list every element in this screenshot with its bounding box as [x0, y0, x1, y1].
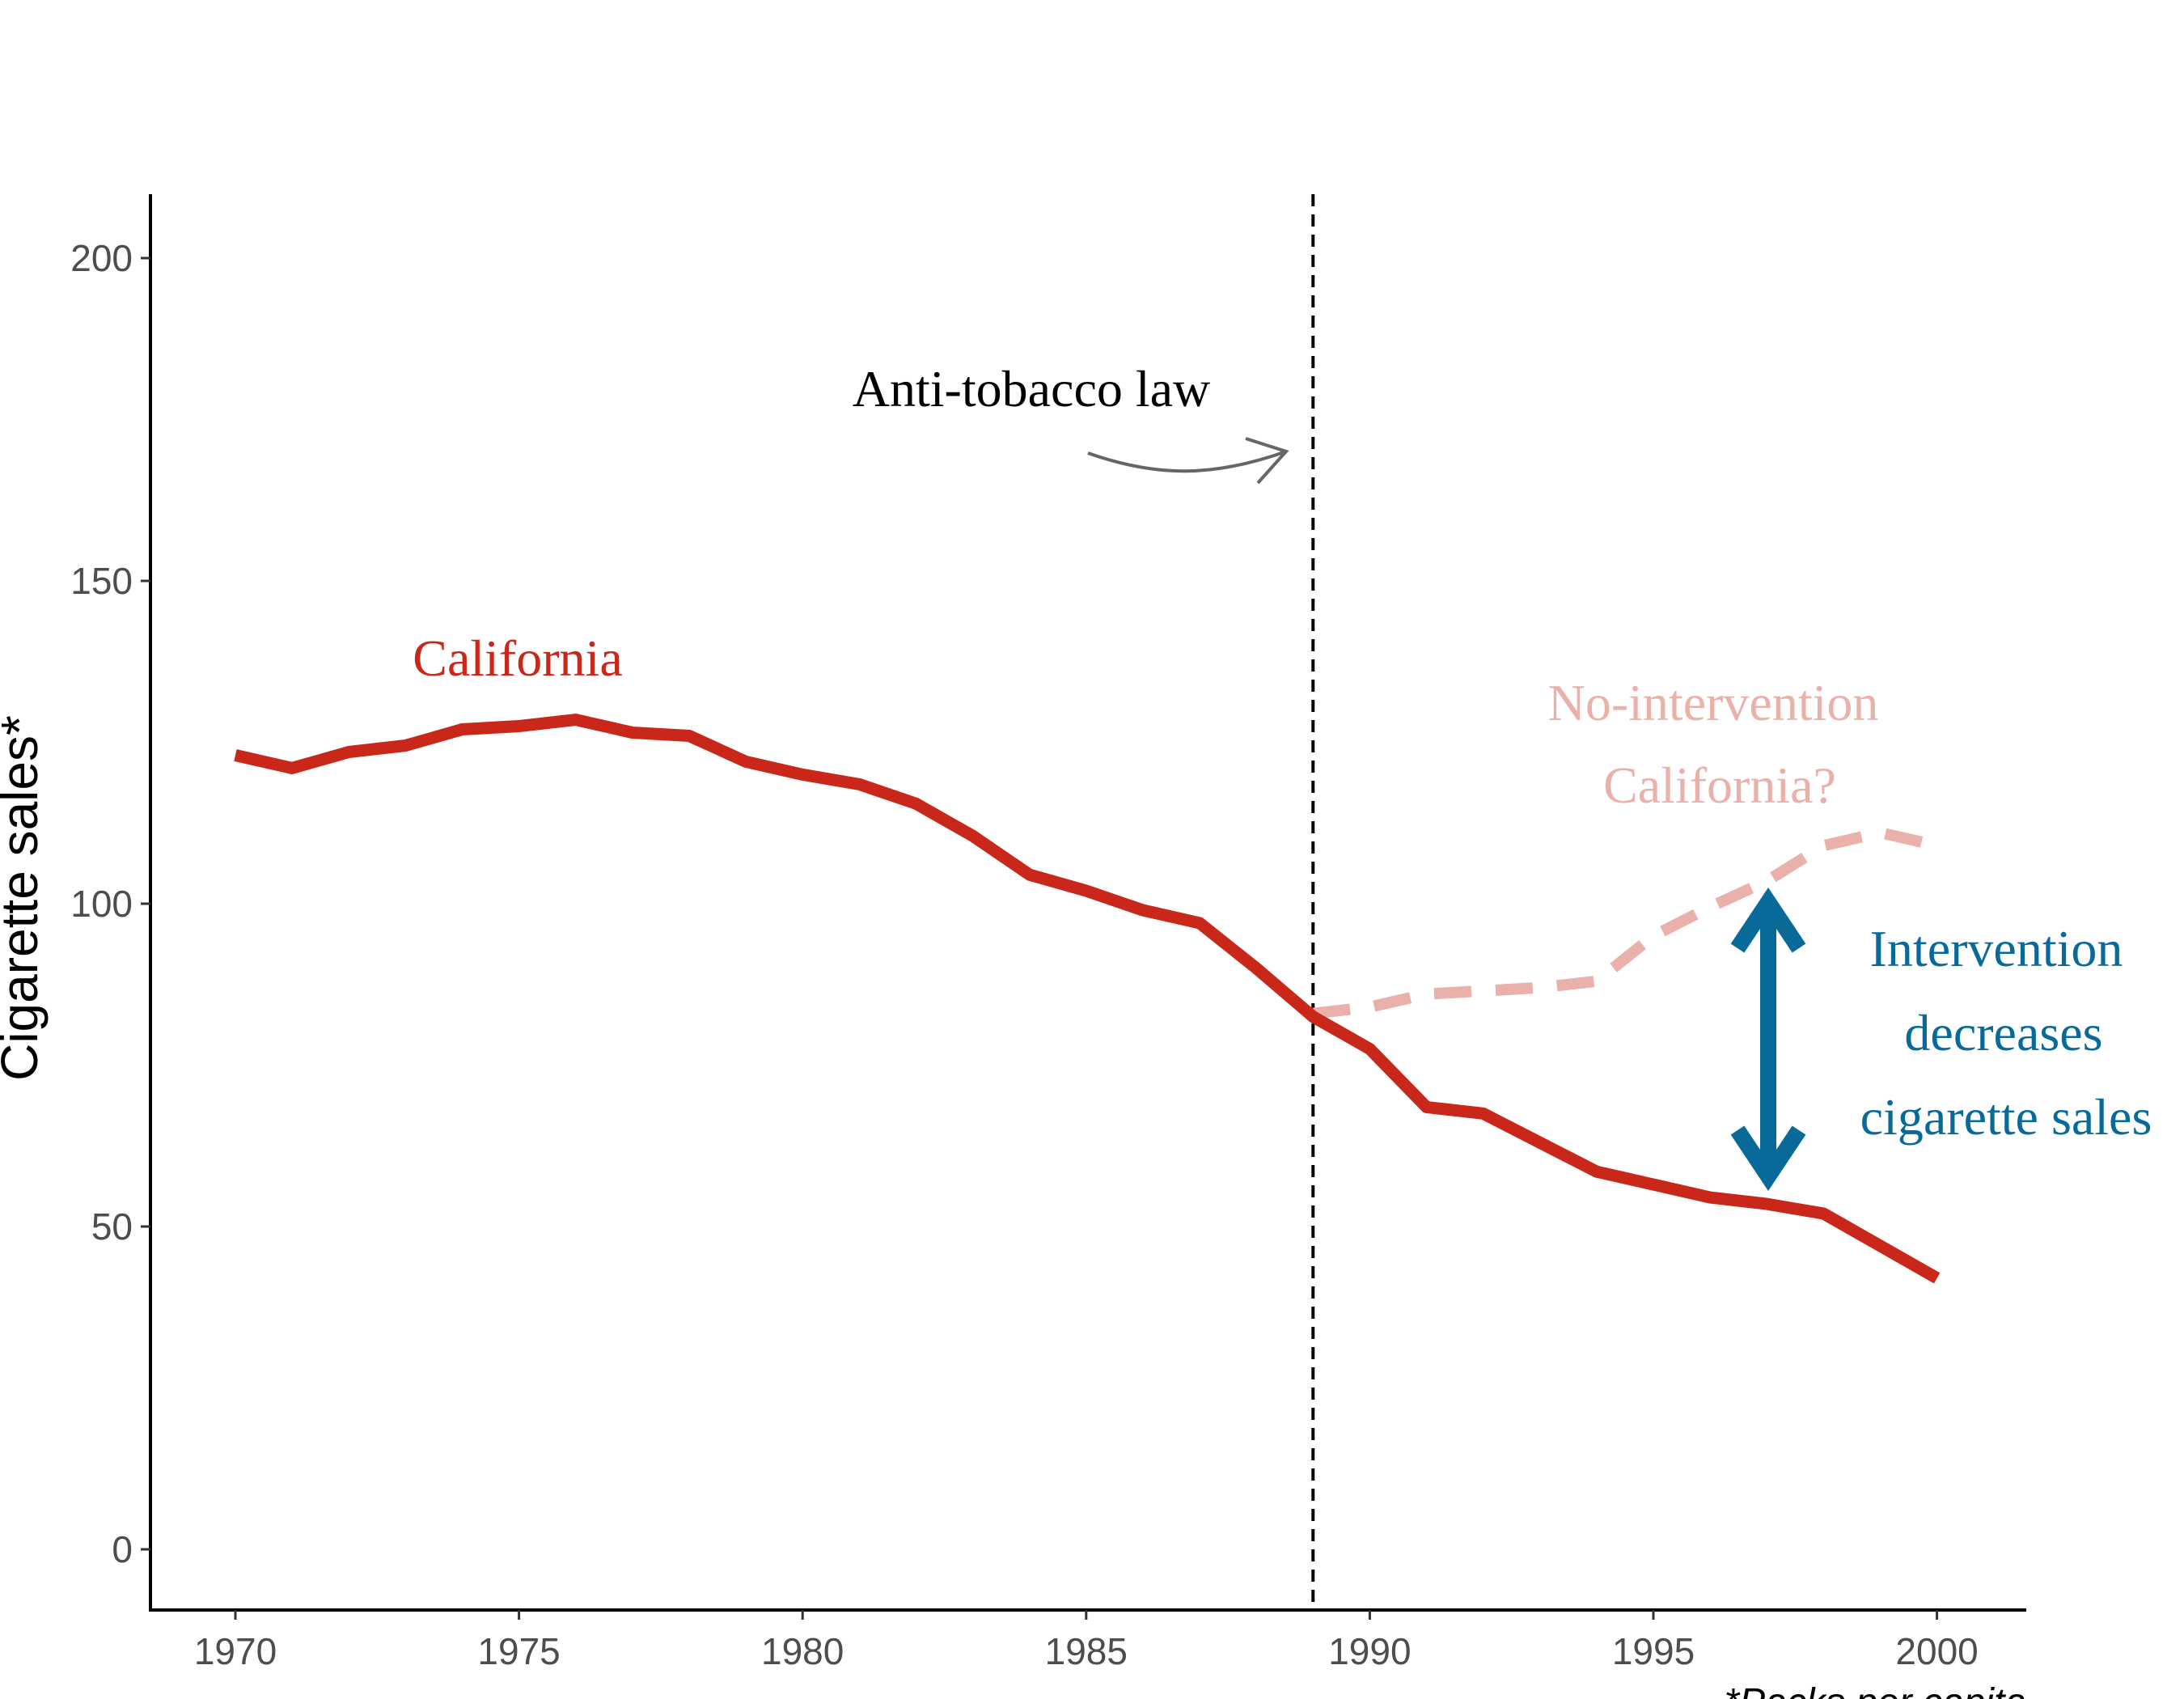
effect-label-line-1: Intervention — [1870, 920, 2123, 977]
x-tick-label: 1990 — [1328, 1630, 1411, 1672]
series-line-california — [234, 714, 1941, 1284]
x-tick-label: 2000 — [1895, 1630, 1978, 1672]
x-tick-label: 1980 — [761, 1630, 844, 1672]
effect-label-line-2: decreases — [1904, 1004, 2102, 1061]
y-tick-label: 100 — [70, 883, 133, 925]
x-tick-label: 1975 — [477, 1630, 560, 1672]
y-tick-label: 50 — [91, 1205, 133, 1248]
law-arrow — [1087, 450, 1287, 473]
x-tick-label: 1985 — [1045, 1630, 1128, 1672]
x-tick-label: 1995 — [1612, 1630, 1695, 1672]
x-tick-label: 1970 — [194, 1630, 277, 1672]
law-label: Anti-tobacco law — [853, 360, 1211, 417]
y-axis-title: Cigarette sales* — [0, 715, 49, 1081]
series-layer — [234, 714, 1941, 1284]
effect-double-arrow — [1730, 887, 1806, 1192]
california-label: California — [413, 629, 622, 687]
y-tick-label: 200 — [70, 237, 133, 279]
series-line-counterfactual — [1312, 827, 1939, 1019]
effect-label-line-3: cigarette sales — [1860, 1088, 2152, 1146]
counterfactual-label-line-2: California? — [1603, 756, 1836, 814]
y-tick-label: 0 — [112, 1528, 133, 1570]
y-ticks: 0 50 100 150 200 — [70, 237, 150, 1570]
y-tick-label: 150 — [70, 560, 133, 602]
law-arrow-head — [1245, 437, 1289, 485]
x-ticks: 1970 1975 1980 1985 1990 1995 2000 — [194, 1610, 1979, 1672]
counterfactual-label-line-1: No-intervention — [1548, 674, 1879, 731]
caption: *Packs per capita — [1724, 1681, 2026, 1699]
